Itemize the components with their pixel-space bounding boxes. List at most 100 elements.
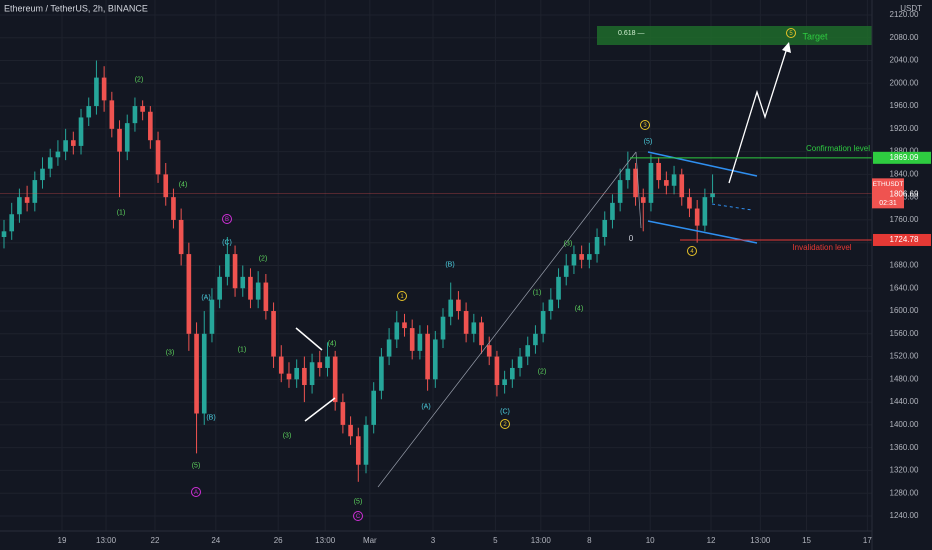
candle-body <box>47 157 53 169</box>
candle-body <box>201 333 207 414</box>
candle-body <box>278 356 284 374</box>
x-tick-label: 22 <box>151 536 160 545</box>
wave-label: (B) <box>206 414 215 421</box>
invalidation-tag <box>873 233 931 246</box>
candle-body <box>140 106 145 112</box>
candle-body <box>494 356 500 386</box>
confirmation-tag <box>873 151 931 164</box>
candle-body <box>148 111 153 141</box>
wave-label: (C) <box>500 408 510 415</box>
candle-body <box>510 367 515 380</box>
wave-label: 5 <box>789 31 793 37</box>
annotations: (2) (4) (1) (3) (5) (2) (1) (3) (4) (5) (1) (2) (3) (… <box>117 28 796 521</box>
projection-arrow <box>728 47 788 184</box>
candle-body <box>217 276 222 300</box>
wave-circle <box>786 28 796 38</box>
wave-label: (2) <box>135 76 144 83</box>
y-tick-label: 1960.00 <box>890 101 919 110</box>
candle-body <box>602 219 608 238</box>
wave-circle <box>353 511 363 521</box>
time-axis <box>0 531 872 550</box>
x-tick-label: 19 <box>58 536 67 545</box>
candle-body <box>40 168 45 181</box>
y-tick-label: 2080.00 <box>890 33 919 42</box>
candle-body <box>302 367 307 386</box>
candle-body <box>355 436 361 465</box>
candle-body <box>255 282 261 300</box>
candle-body <box>9 214 15 232</box>
candle-body <box>171 197 176 220</box>
channel-mid <box>711 203 753 211</box>
y-tick-label: 2120.00 <box>890 10 919 19</box>
wave-label: (5) <box>192 462 201 469</box>
candle-body <box>687 197 692 209</box>
invalidation-value: 1724.78 <box>890 235 919 244</box>
candle-body <box>664 180 669 186</box>
x-tick-label: 13:00 <box>96 536 117 545</box>
candle-body <box>1 231 7 238</box>
candle-body <box>656 162 661 181</box>
candle-body <box>548 299 554 312</box>
y-tick-label: 1640.00 <box>890 283 919 292</box>
candle-body <box>671 174 677 186</box>
wedge-line <box>295 327 323 351</box>
candle-body <box>32 180 38 203</box>
candle-body <box>648 162 654 203</box>
candle-body <box>209 299 215 334</box>
candle-body <box>325 356 330 368</box>
grid <box>0 0 872 531</box>
trend-line <box>377 151 637 488</box>
candle-body <box>694 208 700 226</box>
candle-body <box>456 299 461 312</box>
candle-body <box>194 333 199 414</box>
last-price-label: 1806.69 <box>890 189 919 198</box>
candles <box>1 60 715 482</box>
y-tick-label: 1360.00 <box>890 443 919 452</box>
y-tick-label: 1840.00 <box>890 169 919 178</box>
wave-label: (5) <box>354 498 363 505</box>
candle-body <box>232 254 238 289</box>
drawings <box>295 42 791 488</box>
confirmation-value: 1869.09 <box>890 153 919 162</box>
wave-circle <box>640 120 650 130</box>
y-tick-label: 1440.00 <box>890 397 919 406</box>
candle-body <box>625 168 631 181</box>
wave-label: (C) <box>222 239 232 246</box>
wave-label: (1) <box>117 209 126 216</box>
candle-body <box>587 254 592 260</box>
pivot-label: 0 <box>629 234 634 243</box>
wave-label: 1 <box>400 294 404 300</box>
wave-label: (1) <box>238 346 247 353</box>
wave-label: (2) <box>259 255 268 262</box>
x-tick-label: 13:00 <box>750 536 771 545</box>
candle-body <box>240 276 246 289</box>
wave-circle <box>397 291 407 301</box>
last-price-tag <box>872 178 904 209</box>
y-tick-label: 1600.00 <box>890 306 919 315</box>
y-tick-label: 1880.00 <box>890 147 919 156</box>
candle-body <box>556 276 561 300</box>
candle-body <box>679 174 685 198</box>
candle-body <box>363 424 369 465</box>
confirmation-label: Confirmation level <box>806 144 870 153</box>
candle-body <box>471 322 477 334</box>
candle-body <box>502 379 507 386</box>
candle-body <box>540 311 546 334</box>
candle-body <box>248 276 253 300</box>
candle-body <box>440 316 446 340</box>
wave-label: A <box>194 490 198 496</box>
candle-body <box>294 367 299 380</box>
target-zone <box>597 26 897 45</box>
candle-body <box>155 140 161 175</box>
wave-label: (4) <box>575 305 584 312</box>
y-tick-label: 1520.00 <box>890 352 919 361</box>
levels: Confirmation level Invalidation level <box>0 144 872 252</box>
candle-body <box>579 254 584 260</box>
candle-body <box>309 362 315 386</box>
candle-body <box>402 322 407 329</box>
wave-label: C <box>356 514 361 520</box>
symbol-label: ETHUSDT <box>873 181 904 188</box>
x-tick-label: 24 <box>211 536 220 545</box>
y-tick-label: 1240.00 <box>890 511 919 520</box>
x-tick-label: 13:00 <box>315 536 336 545</box>
